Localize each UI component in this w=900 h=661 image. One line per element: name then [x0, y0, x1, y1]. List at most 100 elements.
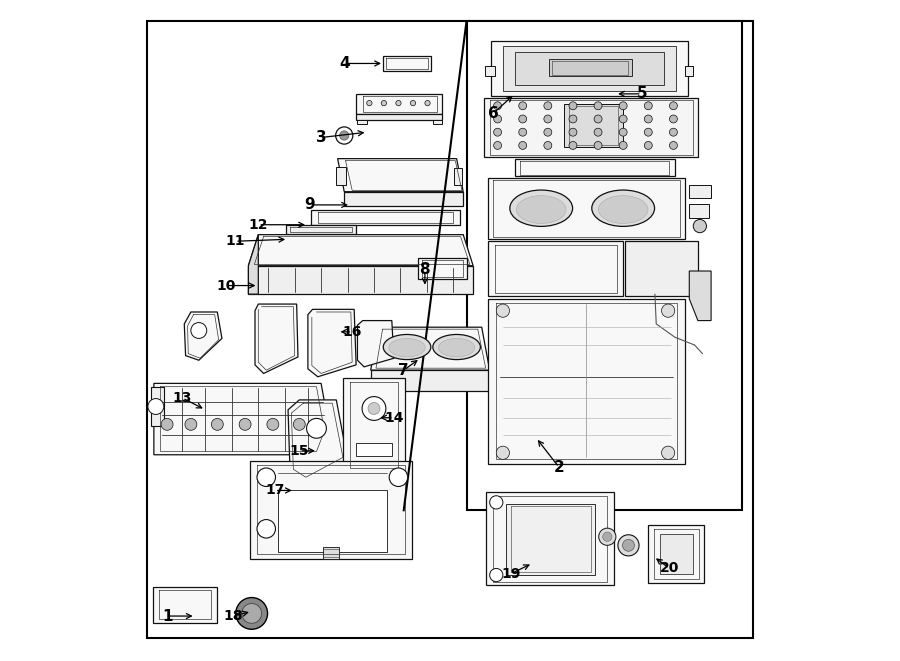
Polygon shape	[371, 327, 490, 370]
Circle shape	[368, 403, 380, 414]
Circle shape	[569, 115, 577, 123]
Circle shape	[425, 100, 430, 106]
Ellipse shape	[592, 190, 654, 226]
Polygon shape	[485, 66, 495, 76]
Ellipse shape	[598, 196, 648, 223]
Circle shape	[569, 141, 577, 149]
Polygon shape	[248, 235, 473, 266]
Circle shape	[623, 539, 634, 551]
Polygon shape	[515, 52, 664, 85]
Polygon shape	[356, 114, 442, 120]
Text: 19: 19	[501, 566, 520, 581]
Ellipse shape	[383, 334, 431, 360]
Text: 7: 7	[399, 363, 409, 377]
Polygon shape	[661, 534, 693, 574]
Ellipse shape	[433, 334, 481, 360]
Polygon shape	[255, 304, 298, 373]
Polygon shape	[311, 210, 460, 225]
Circle shape	[644, 102, 652, 110]
Polygon shape	[323, 547, 339, 559]
Circle shape	[544, 128, 552, 136]
Polygon shape	[248, 235, 258, 294]
Circle shape	[339, 131, 349, 140]
Circle shape	[619, 141, 627, 149]
Polygon shape	[151, 387, 165, 426]
Circle shape	[490, 568, 503, 582]
Circle shape	[362, 397, 386, 420]
Text: 14: 14	[384, 410, 403, 425]
Polygon shape	[489, 178, 685, 239]
Text: 8: 8	[419, 262, 430, 277]
Polygon shape	[515, 159, 675, 176]
Ellipse shape	[517, 196, 566, 223]
Circle shape	[662, 446, 675, 459]
Polygon shape	[344, 192, 464, 206]
Text: 2: 2	[554, 460, 564, 475]
Text: 15: 15	[290, 444, 309, 458]
Circle shape	[242, 603, 262, 623]
Circle shape	[603, 532, 612, 541]
Polygon shape	[689, 185, 711, 198]
Circle shape	[518, 102, 526, 110]
Circle shape	[257, 468, 275, 486]
Circle shape	[670, 141, 678, 149]
Circle shape	[569, 102, 577, 110]
Polygon shape	[563, 104, 623, 147]
Circle shape	[191, 323, 207, 338]
Polygon shape	[506, 504, 596, 575]
Polygon shape	[486, 492, 614, 585]
Circle shape	[493, 128, 501, 136]
Text: 17: 17	[266, 483, 284, 498]
Circle shape	[493, 115, 501, 123]
Polygon shape	[286, 225, 356, 234]
Polygon shape	[489, 299, 685, 464]
Circle shape	[644, 128, 652, 136]
Polygon shape	[308, 309, 356, 377]
Text: 12: 12	[248, 217, 268, 232]
Text: 9: 9	[304, 198, 315, 212]
Circle shape	[161, 418, 173, 430]
Polygon shape	[356, 443, 392, 456]
Circle shape	[293, 418, 305, 430]
Polygon shape	[288, 400, 347, 481]
Polygon shape	[371, 370, 490, 391]
Circle shape	[619, 115, 627, 123]
Circle shape	[544, 141, 552, 149]
Circle shape	[239, 418, 251, 430]
Circle shape	[619, 102, 627, 110]
Polygon shape	[343, 378, 405, 473]
Polygon shape	[303, 481, 323, 492]
Polygon shape	[250, 461, 411, 559]
Circle shape	[618, 535, 639, 556]
Ellipse shape	[438, 338, 475, 357]
Polygon shape	[338, 159, 464, 192]
Ellipse shape	[509, 190, 572, 226]
Circle shape	[389, 468, 408, 486]
Polygon shape	[689, 204, 709, 218]
Polygon shape	[685, 66, 693, 76]
Circle shape	[366, 100, 372, 106]
Text: 16: 16	[343, 325, 362, 339]
Polygon shape	[248, 266, 473, 294]
Polygon shape	[549, 59, 632, 76]
Ellipse shape	[389, 338, 425, 357]
Polygon shape	[489, 241, 623, 296]
Polygon shape	[689, 271, 711, 321]
Circle shape	[644, 141, 652, 149]
Polygon shape	[184, 312, 222, 360]
Circle shape	[212, 418, 223, 430]
Polygon shape	[433, 120, 442, 124]
Circle shape	[518, 141, 526, 149]
Circle shape	[693, 219, 706, 233]
Polygon shape	[356, 94, 442, 114]
Circle shape	[236, 598, 267, 629]
Circle shape	[184, 418, 197, 430]
Text: 1: 1	[162, 609, 172, 623]
Polygon shape	[357, 321, 394, 367]
Circle shape	[594, 102, 602, 110]
Text: 11: 11	[225, 234, 245, 249]
Polygon shape	[484, 98, 698, 157]
Text: 3: 3	[316, 130, 327, 145]
Text: 20: 20	[660, 561, 680, 576]
Polygon shape	[153, 587, 217, 623]
